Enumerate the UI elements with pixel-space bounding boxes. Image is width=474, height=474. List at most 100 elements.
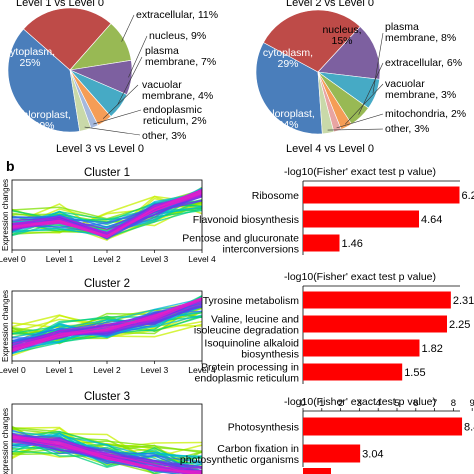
bars-cluster-1-value-label: 4.64 xyxy=(421,214,442,226)
bars-cluster-2-axis-title: -log10(Fisher' exact test p value) xyxy=(284,271,436,283)
pie1-label-cytoplasm: cytoplasm, xyxy=(5,46,55,58)
pie-title-4: Level 4 vs Level 0 xyxy=(286,143,374,155)
cluster-2-xtick-label: Level 0 xyxy=(0,365,26,375)
cluster-2-profile-line xyxy=(11,299,203,350)
pie1-slice-other xyxy=(69,69,92,132)
bars-cluster-2-bar-2 xyxy=(303,339,420,357)
bars-cluster-2-bar-0 xyxy=(303,291,451,309)
bars-cluster-1-category-label: Pentose and glucuronate xyxy=(182,233,299,245)
pie1-leader-endoplasmic-reticulum xyxy=(93,109,142,125)
bars-cluster-3-xtick-label: 6 xyxy=(413,398,418,409)
pie2-label-plasma-membrane: membrane, 8% xyxy=(385,32,456,44)
pie2-leader-other xyxy=(327,128,384,131)
pie2-label-mitochondria: mitochondria, 2% xyxy=(385,108,466,120)
bars-cluster-3-xtick-label: 0 xyxy=(300,398,305,409)
cluster-3-ylabel: Expression changes xyxy=(1,408,10,474)
bars-cluster-3-category-label: photosynthetic organisms xyxy=(180,454,299,466)
bars-cluster-2-value-label: 2.31 xyxy=(453,295,474,307)
bars-cluster-1-axis-title: -log10(Fisher' exact test p value) xyxy=(284,166,436,178)
pie2-leader-extracellular xyxy=(358,62,384,115)
cluster-2-xtick-label: Level 3 xyxy=(141,365,169,375)
bars-cluster-3-bar-0 xyxy=(303,417,463,436)
cluster-1-profile-line xyxy=(11,190,203,238)
bars-cluster-3-bar-1 xyxy=(303,444,361,463)
bars-cluster-3-xtick-label: 3 xyxy=(357,398,362,409)
cluster-3-lines xyxy=(11,425,203,474)
cluster-2-ylabel: Expression changes xyxy=(1,290,10,362)
pie1-slice-cytoplasm xyxy=(23,7,112,71)
pie2-label-nucleus: nucleus, xyxy=(322,24,361,36)
bars-cluster-3-xtick-label: 1 xyxy=(319,398,324,409)
cluster-2-profile-line xyxy=(11,298,203,350)
cluster-1-xtick-label: Level 3 xyxy=(141,254,169,264)
pie2-leader-plasma-membrane xyxy=(372,32,384,94)
bars-cluster-3-value-label: 8.46 xyxy=(464,422,474,434)
pie-title-3: Level 3 vs Level 0 xyxy=(56,143,144,155)
pie1-label-extracellular: extracellular, 11% xyxy=(136,9,218,21)
bars-cluster-3-category-label: Photosynthesis xyxy=(228,422,299,434)
pie1-label-cytoplasm: 25% xyxy=(19,57,40,69)
pie1-leader-other xyxy=(84,126,141,136)
pie1-label-chloroplast: chloroplast, xyxy=(17,109,71,121)
pie1-label-other: other, 3% xyxy=(142,130,186,142)
bars-cluster-3-xtick-label: 9 xyxy=(470,398,474,409)
pie2-leader-mitochondria xyxy=(336,113,384,129)
pie1-leader-nucleus xyxy=(128,35,148,78)
cluster-2-profile-line xyxy=(11,297,203,352)
pie-title-1: Level 1 vs Level 0 xyxy=(16,0,104,9)
bars-cluster-3-value-label: 3.04 xyxy=(362,449,383,461)
bars-cluster-1-bar-2 xyxy=(303,234,340,252)
bars-cluster-3-axis-title: -log10(Fisher' exact test p value) xyxy=(284,396,436,408)
cluster-1-xtick-label: Level 1 xyxy=(46,254,74,264)
cluster-2-lines xyxy=(11,295,203,357)
pie2-label-cytoplasm: 29% xyxy=(277,58,298,70)
pie1-label-vacuolar-membrane: membrane, 4% xyxy=(142,90,213,102)
cluster-1-title: Cluster 1 xyxy=(84,167,130,179)
pie2-slice-cytoplasm xyxy=(263,9,361,73)
pie2-label-other: other, 3% xyxy=(385,123,429,135)
pie2-label-vacuolar-membrane: vacuolar xyxy=(385,78,425,90)
pie2-label-plasma-membrane: plasma xyxy=(385,21,419,33)
pie1-label-nucleus: nucleus, 9% xyxy=(149,30,206,42)
bars-cluster-1-bar-1 xyxy=(303,210,419,228)
cluster-1-xtick-label: Level 0 xyxy=(0,254,26,264)
bars-cluster-3-xtick-label: 5 xyxy=(394,398,399,409)
pie1-label-plasma-membrane: membrane, 7% xyxy=(145,56,216,68)
pie-title-2: Level 2 vs Level 0 xyxy=(286,0,374,9)
bars-cluster-1-category-label: Ribosome xyxy=(252,190,299,202)
cluster-2-title: Cluster 2 xyxy=(84,278,130,290)
cluster-3-frame xyxy=(11,403,203,474)
bars-cluster-1-bar-0 xyxy=(303,186,460,204)
pie1-label-vacuolar-membrane: vacuolar xyxy=(142,79,182,91)
pie1-label-plasma-membrane: plasma xyxy=(145,45,179,57)
bars-cluster-1-category-label: Flavonoid biosynthesis xyxy=(193,214,299,226)
panel-label-b: b xyxy=(6,158,15,174)
bars-cluster-2-category-label: biosynthesis xyxy=(241,349,299,361)
bars-cluster-1-value-label: 6.26 xyxy=(462,190,474,202)
pie2-slice-other xyxy=(317,71,335,135)
bars-cluster-3-xtick-label: 2 xyxy=(338,398,343,409)
bars-cluster-3-xtick-label: 4 xyxy=(376,398,381,409)
pie1-label-endoplasmic-reticulum: endoplasmic xyxy=(143,104,202,116)
cluster-1-xtick-label: Level 4 xyxy=(188,254,216,264)
cluster-1-xtick-label: Level 2 xyxy=(93,254,121,264)
pie2-label-vacuolar-membrane: membrane, 3% xyxy=(385,89,456,101)
pie2-label-extracellular: extracellular, 6% xyxy=(385,57,462,69)
bars-cluster-3-bar-partial xyxy=(303,468,331,474)
bars-cluster-3-xtick-label: 8 xyxy=(451,398,456,409)
bars-cluster-2-value-label: 1.55 xyxy=(404,367,425,379)
bars-cluster-2-value-label: 1.82 xyxy=(421,343,442,355)
pie1-leader-extracellular xyxy=(121,14,135,42)
cluster-1-ylabel: Expression changes xyxy=(1,179,10,251)
bars-cluster-1-value-label: 1.46 xyxy=(342,238,363,250)
bars-cluster-2-category-label: Tyrosine metabolism xyxy=(203,295,300,307)
cluster-1-lines xyxy=(11,186,203,241)
pie2-label-cytoplasm: cytoplasm, xyxy=(263,47,313,59)
pie2-label-chloroplast: chloroplast, xyxy=(261,108,315,120)
pie2-leader-vacuolar-membrane xyxy=(344,83,384,125)
bars-cluster-3-category-label: Carbon fixation in xyxy=(217,443,299,455)
cluster-2-xtick-label: Level 2 xyxy=(93,365,121,375)
cluster-3-title: Cluster 3 xyxy=(84,391,130,403)
pie1-leader-vacuolar-membrane xyxy=(102,84,139,119)
